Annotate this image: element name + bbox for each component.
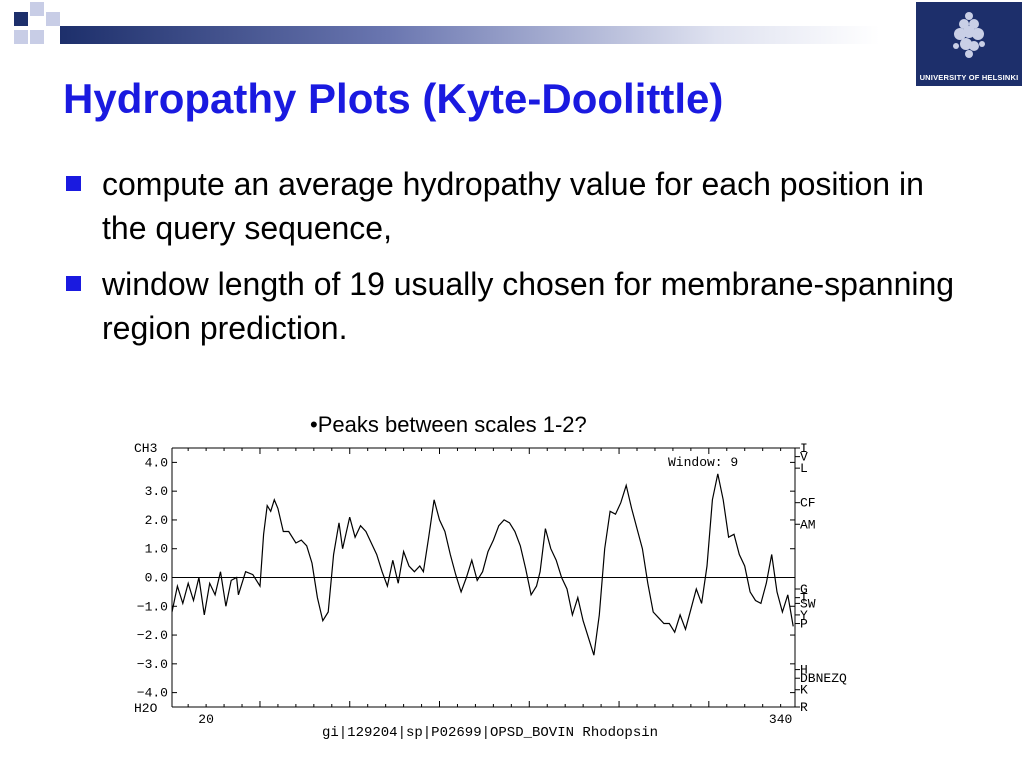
x-tick-label: 340	[769, 712, 792, 727]
top-scale-label: CH3	[134, 441, 157, 456]
y-tick-label: 4.0	[145, 455, 168, 470]
y-tick-label: −2.0	[137, 628, 168, 643]
x-tick-label: 20	[198, 712, 214, 727]
bullet-list: compute an average hydropathy value for …	[60, 162, 960, 362]
right-axis-label: P	[800, 617, 808, 632]
right-axis-label: G	[800, 582, 808, 597]
university-logo: UNIVERSITY OF HELSINKI	[916, 2, 1022, 86]
right-axis-label: R	[800, 700, 808, 715]
right-axis-label: SW	[800, 596, 816, 611]
bullet-item: compute an average hydropathy value for …	[60, 162, 960, 250]
right-axis-label: H	[800, 663, 808, 678]
right-axis-label: T	[800, 591, 808, 606]
y-tick-label: 2.0	[145, 513, 168, 528]
flame-seal-icon	[953, 12, 985, 58]
right-axis-label: DBNEZQ	[800, 671, 847, 686]
x-axis-label: gi|129204|sp|P02699|OPSD_BOVIN Rhodopsin	[322, 725, 658, 741]
y-tick-label: −1.0	[137, 599, 168, 614]
bullet-text: compute an average hydropathy value for …	[102, 166, 924, 246]
y-tick-label: 1.0	[145, 542, 168, 557]
right-axis-label: K	[800, 683, 808, 698]
slide-title: Hydropathy Plots (Kyte-Doolittle)	[63, 75, 724, 122]
university-logo-text: UNIVERSITY OF HELSINKI	[919, 73, 1019, 82]
y-tick-label: 0.0	[145, 571, 168, 586]
chart-caption: •Peaks between scales 1-2?	[310, 412, 587, 437]
y-tick-label: 3.0	[145, 484, 168, 499]
right-axis-label: AM	[800, 517, 816, 532]
right-axis-label: CF	[800, 496, 816, 511]
square-bullet-icon	[66, 276, 81, 291]
bullet-text: window length of 19 usually chosen for m…	[102, 266, 955, 346]
right-axis-label: L	[800, 461, 808, 476]
right-axis-label: I	[800, 441, 808, 456]
right-axis-label: V	[800, 450, 808, 465]
window-label: Window: 9	[668, 455, 738, 470]
right-axis-label: Y	[800, 608, 808, 623]
bottom-scale-label: H2O	[134, 701, 158, 716]
square-bullet-icon	[66, 176, 81, 191]
hydropathy-line	[171, 473, 794, 656]
corner-decoration	[0, 0, 120, 60]
header-gradient-bar	[60, 26, 880, 44]
y-tick-label: −4.0	[137, 686, 168, 701]
bullet-item: window length of 19 usually chosen for m…	[60, 262, 960, 350]
y-tick-label: −3.0	[137, 657, 168, 672]
